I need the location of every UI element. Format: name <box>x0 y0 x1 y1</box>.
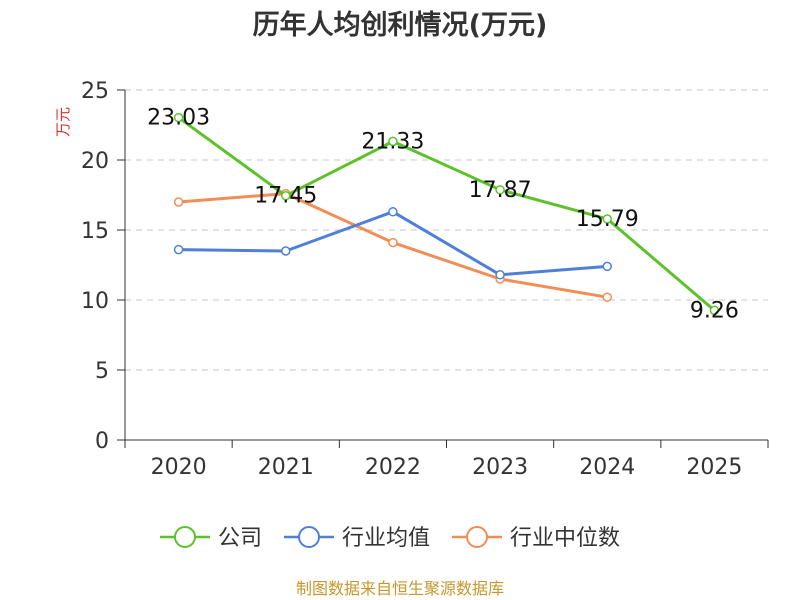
data-point-行业均值 <box>495 270 505 280</box>
data-label: 17.87 <box>469 178 532 203</box>
legend-item-行业均值[interactable]: 行业均值 <box>284 526 430 551</box>
series-group <box>173 112 720 316</box>
legend-marker <box>466 526 489 548</box>
data-label: 21.33 <box>361 129 424 154</box>
legend-label: 行业均值 <box>342 526 430 551</box>
data-point-公司 <box>602 214 612 224</box>
legend-marker <box>174 526 196 548</box>
legend-marker <box>298 526 321 548</box>
x-tick-label: 2021 <box>258 455 314 480</box>
data-point-行业中位数 <box>173 197 184 207</box>
data-label: 17.45 <box>254 184 317 209</box>
y-tick-label: 0 <box>95 429 109 454</box>
y-tick-label: 15 <box>81 219 109 244</box>
x-tick-label: 2022 <box>365 455 421 480</box>
x-tick-label: 2025 <box>686 455 742 480</box>
data-point-行业均值 <box>281 246 291 256</box>
y-tick-label: 10 <box>81 289 109 314</box>
legend-item-行业中位数[interactable]: 行业中位数 <box>452 526 620 551</box>
data-point-行业中位数 <box>602 292 612 302</box>
data-point-公司 <box>281 190 291 201</box>
data-point-行业中位数 <box>388 237 398 248</box>
y-axis-label: 万元 <box>54 107 72 137</box>
data-point-行业均值 <box>173 244 184 255</box>
legend-label: 公司 <box>218 526 262 551</box>
data-point-行业均值 <box>602 261 612 272</box>
legend[interactable]: 公司 行业均值 行业中位数 <box>160 526 620 551</box>
x-tick-label: 2024 <box>579 455 635 480</box>
y-tick-label: 20 <box>81 149 109 174</box>
y-tick-label: 25 <box>81 79 109 104</box>
grid-lines <box>125 89 768 371</box>
x-tick-label: 2020 <box>151 455 207 480</box>
x-tick-label: 2023 <box>472 455 528 480</box>
data-point-公司 <box>495 185 505 195</box>
source-note: 制图数据来自恒生聚源数据库 <box>296 579 504 598</box>
data-point-公司 <box>709 305 720 316</box>
legend-item-公司[interactable]: 公司 <box>160 526 262 551</box>
legend-label: 行业中位数 <box>510 526 620 551</box>
series-line-公司 <box>177 116 716 312</box>
data-point-公司 <box>173 112 184 123</box>
chart-title: 历年人均创利情况(万元) <box>253 9 548 41</box>
data-label: 9.26 <box>690 298 739 323</box>
data-labels: 23.03 17.45 21.33 17.87 15.79 9.26 <box>147 106 739 324</box>
data-point-公司 <box>388 136 398 147</box>
data-label: 23.03 <box>147 106 210 131</box>
data-label: 15.79 <box>576 207 639 232</box>
data-point-行业均值 <box>388 207 398 217</box>
y-tick-label: 5 <box>95 359 109 384</box>
